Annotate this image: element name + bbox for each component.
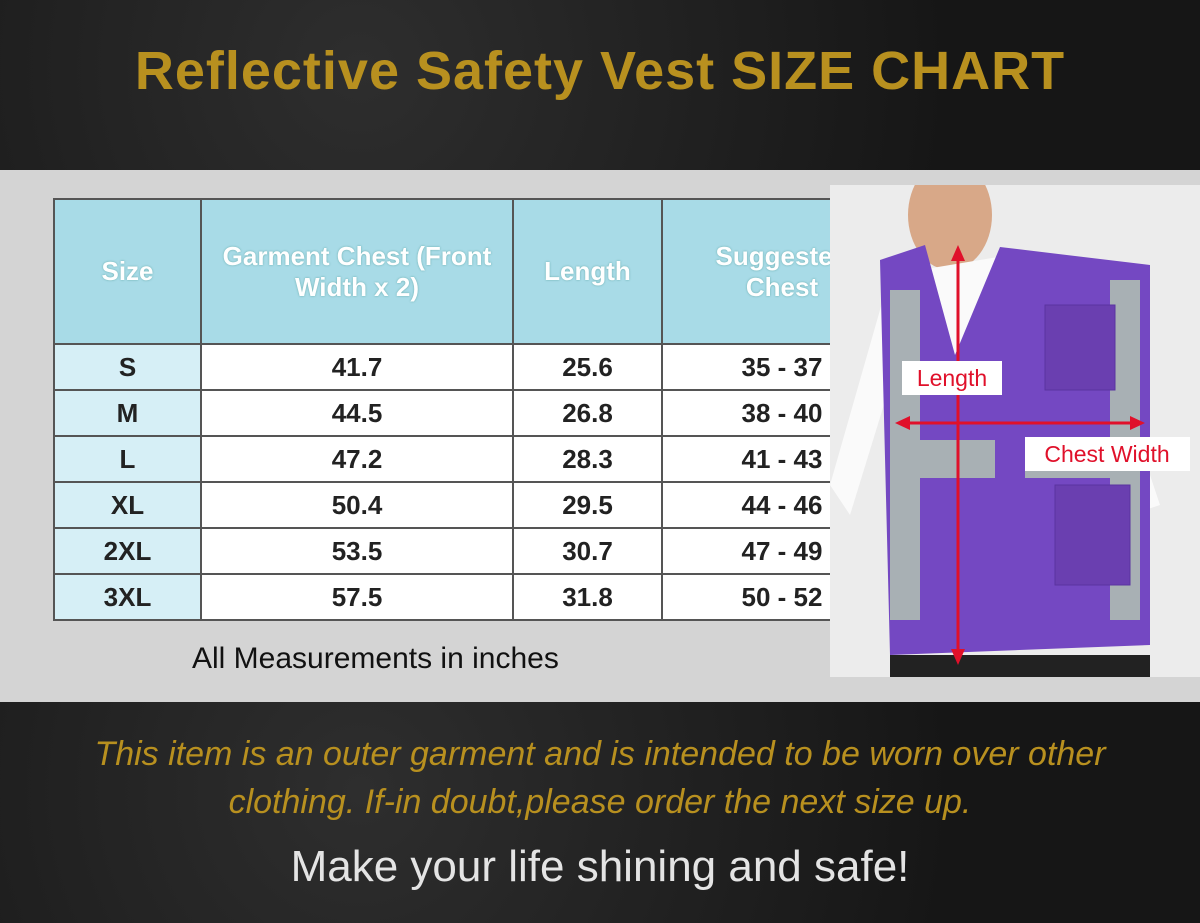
table-cell: 28.3 bbox=[512, 435, 663, 483]
length-label: Length bbox=[917, 365, 987, 391]
table-cell: 47.2 bbox=[200, 435, 514, 483]
table-cell: 31.8 bbox=[512, 573, 663, 621]
table-cell: M bbox=[53, 389, 202, 437]
table-cell: 2XL bbox=[53, 527, 202, 575]
size-table: Size Garment Chest (Front Width x 2) Lengt… bbox=[53, 198, 903, 621]
table-cell: 53.5 bbox=[200, 527, 514, 575]
table-cell: 50.4 bbox=[200, 481, 514, 529]
notice-line: clothing. If-in doubt,please order the n… bbox=[228, 783, 972, 821]
slogan: Make your life shining and safe! bbox=[290, 842, 910, 891]
arrow-head bbox=[951, 245, 965, 261]
table-cell: 41.7 bbox=[200, 343, 514, 391]
column-header: Size bbox=[53, 198, 202, 345]
table-row: XL 50.4 29.5 44 - 46 bbox=[53, 481, 903, 529]
table-cell: S bbox=[53, 343, 202, 391]
chest-label: Chest Width bbox=[1044, 441, 1169, 467]
arrow-head bbox=[951, 649, 965, 665]
table-row: 2XL 53.5 30.7 47 - 49 bbox=[53, 527, 903, 575]
table-cell: 3XL bbox=[53, 573, 202, 621]
table-row: L 47.2 28.3 41 - 43 bbox=[53, 435, 903, 483]
title: Reflective Safety Vest SIZE CHART bbox=[134, 41, 1066, 101]
table-body: S 41.7 25.6 35 - 37 M 44.5 26.8 38 - 40 L 47.2 28.… bbox=[53, 343, 903, 621]
notice-line: This item is an outer garment and is int… bbox=[94, 735, 1106, 773]
strip bbox=[890, 440, 995, 478]
table-cell: 29.5 bbox=[512, 481, 663, 529]
table-row: 3XL 57.5 31.8 50 - 52 bbox=[53, 573, 903, 621]
notice: This item is an outer garment and is int… bbox=[0, 730, 1200, 826]
table-cell: 57.5 bbox=[200, 573, 514, 621]
arrow-head bbox=[895, 416, 910, 430]
top-band bbox=[0, 0, 1200, 170]
label-bg bbox=[902, 361, 1002, 395]
label-bg bbox=[1025, 437, 1190, 471]
table-cell: 25.6 bbox=[512, 343, 663, 391]
header-row: Size Garment Chest (Front Width x 2) Lengt… bbox=[53, 198, 903, 345]
table-cell: L bbox=[53, 435, 202, 483]
bottom-band bbox=[0, 702, 1200, 923]
table-cell: 30.7 bbox=[512, 527, 663, 575]
note: All Measurements in inches bbox=[192, 642, 559, 675]
table-cell: 44.5 bbox=[200, 389, 514, 437]
vest-illustration: Length Chest Width bbox=[830, 185, 1200, 677]
table-cell: 26.8 bbox=[512, 389, 663, 437]
column-header: Length bbox=[512, 198, 663, 345]
column-header: Garment Chest (Front Width x 2) bbox=[200, 198, 514, 345]
table-row: S 41.7 25.6 35 - 37 bbox=[53, 343, 903, 391]
pocket bbox=[1054, 484, 1131, 586]
table-row: M 44.5 26.8 38 - 40 bbox=[53, 389, 903, 437]
trousers bbox=[890, 655, 1150, 677]
pocket bbox=[1044, 304, 1116, 391]
table-cell: XL bbox=[53, 481, 202, 529]
arrow-head bbox=[1130, 416, 1145, 430]
head bbox=[908, 185, 992, 270]
